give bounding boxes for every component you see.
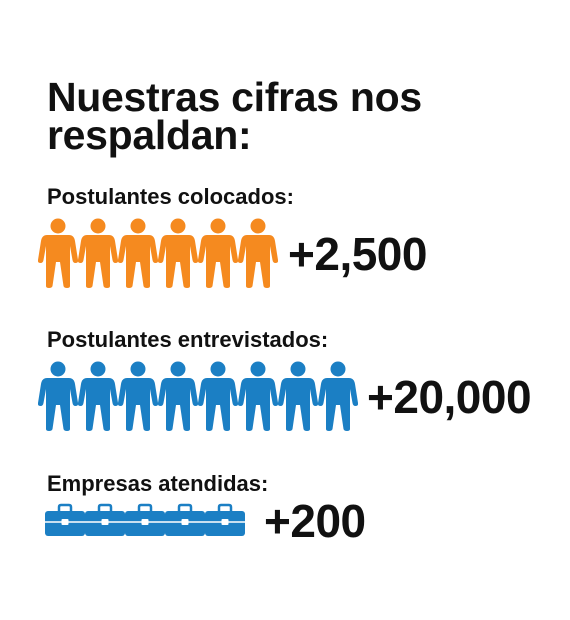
stat-interviewed-icons: [38, 361, 358, 431]
person-icon: [198, 218, 238, 288]
stat-companies-value: +200: [264, 495, 366, 547]
person-icon: [38, 218, 78, 288]
person-icon: [158, 361, 198, 431]
briefcase-icon: [165, 503, 205, 536]
stat-interviewed-label: Postulantes entrevistados:: [47, 327, 329, 352]
person-icon: [238, 218, 278, 288]
briefcase-icon: [125, 503, 165, 536]
person-icon: [198, 361, 238, 431]
title-line-2: respaldan:: [47, 112, 252, 158]
briefcase-icon: [85, 503, 125, 536]
page-title: Nuestras cifras nos respaldan:: [47, 74, 527, 158]
briefcase-icon: [205, 503, 245, 536]
person-icon: [318, 361, 358, 431]
stat-placed-icons: [38, 218, 278, 288]
person-icon: [118, 361, 158, 431]
person-icon: [78, 361, 118, 431]
stat-companies-label: Empresas atendidas:: [47, 471, 269, 496]
person-icon: [78, 218, 118, 288]
person-icon: [158, 218, 198, 288]
person-icon: [38, 361, 78, 431]
stat-companies-icons: [45, 503, 245, 537]
stat-placed-label: Postulantes colocados:: [47, 184, 294, 209]
person-icon: [278, 361, 318, 431]
briefcase-icon: [45, 503, 85, 536]
person-icon: [238, 361, 278, 431]
person-icon: [118, 218, 158, 288]
title-line-1: Nuestras cifras nos: [47, 74, 422, 120]
stat-placed-value: +2,500: [288, 228, 427, 280]
stat-interviewed-value: +20,000: [367, 371, 532, 423]
